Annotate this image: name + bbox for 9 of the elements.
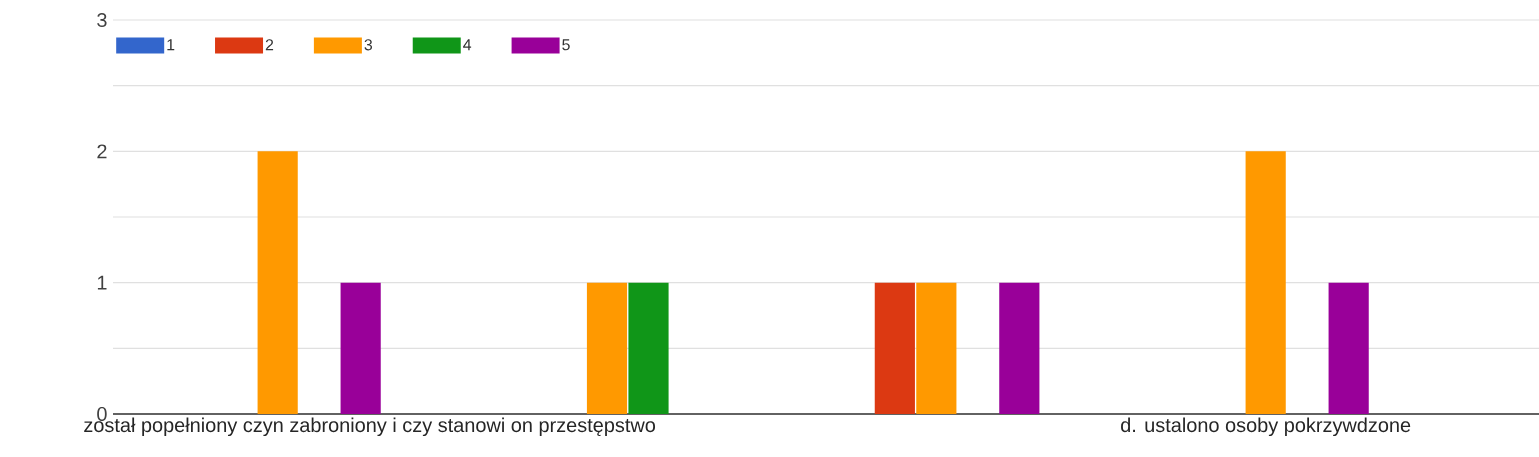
x-tick-label: d. ustalono osoby pokrzywdzone: [1121, 417, 1411, 437]
legend-label: 1: [167, 39, 175, 51]
legend-label: 2: [265, 39, 274, 51]
y-tick-label: 1: [97, 275, 107, 290]
y-tick-label: 3: [97, 12, 107, 28]
legend-label: 5: [562, 39, 570, 51]
legend-label: 3: [364, 39, 373, 51]
y-tick-label: 2: [97, 144, 107, 159]
legend-label: 4: [463, 39, 472, 51]
